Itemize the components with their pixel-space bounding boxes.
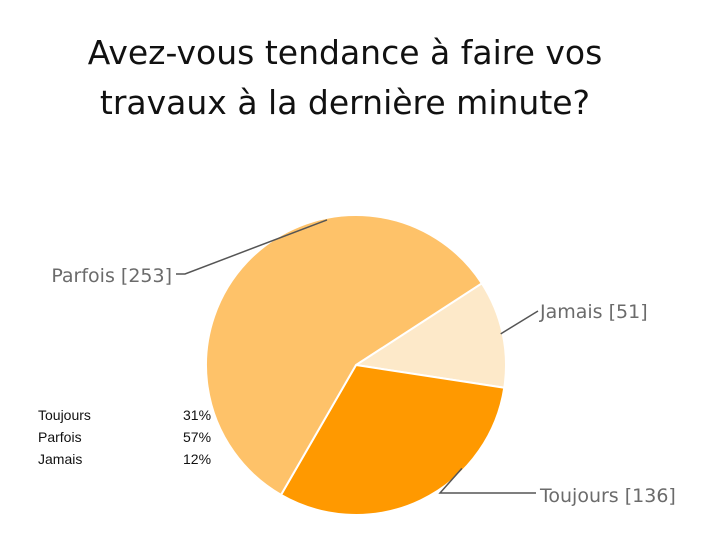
pie-slice-toujours: [279, 363, 506, 516]
table-row: Parfois 57%: [38, 426, 223, 448]
callout-label-jamais: Jamais [51]: [539, 301, 648, 323]
pie-callouts: Jamais [51] Toujours [136] Parfois [253]: [51, 219, 676, 507]
table-label-parfois: Parfois: [38, 429, 82, 445]
callout-label-toujours: Toujours [136]: [539, 485, 676, 507]
chart-title-line-2: travaux à la dernière minute?: [99, 83, 591, 122]
percentage-table: Toujours 31% Parfois 57% Jamais 12%: [38, 404, 223, 470]
chart-title-line-1: Avez-vous tendance à faire vos: [87, 33, 603, 72]
callout-line-parfois: [176, 219, 328, 275]
table-percent-parfois: 57%: [183, 429, 212, 445]
callout-line-jamais: [500, 310, 539, 335]
table-percent-toujours: 31%: [183, 407, 212, 423]
table-row: Toujours 31%: [38, 404, 223, 426]
table-percent-jamais: 12%: [183, 451, 212, 467]
pie-slice-parfois: [205, 214, 484, 497]
table-label-toujours: Toujours: [38, 407, 91, 423]
chart-title: Avez-vous tendance à faire vos travaux à…: [0, 28, 690, 128]
callout-line-toujours: [438, 467, 536, 494]
table-label-jamais: Jamais: [38, 451, 83, 467]
callout-label-parfois: Parfois [253]: [51, 265, 172, 287]
table-row: Jamais 12%: [38, 448, 223, 470]
pie-slices: [205, 214, 507, 516]
